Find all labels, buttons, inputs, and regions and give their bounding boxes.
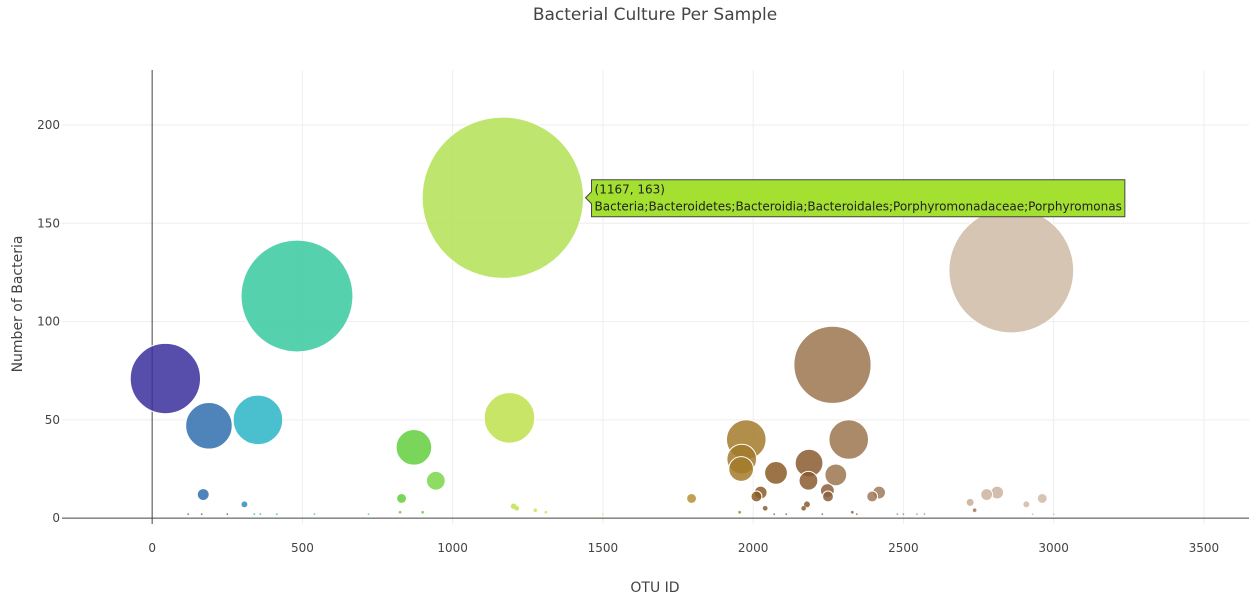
bubble[interactable] bbox=[129, 342, 202, 415]
x-tick-label: 2500 bbox=[888, 541, 919, 555]
bubble[interactable] bbox=[313, 513, 316, 516]
axes bbox=[62, 70, 1249, 524]
bubble[interactable] bbox=[425, 470, 446, 491]
y-tick-label: 150 bbox=[37, 216, 60, 230]
bubble[interactable] bbox=[793, 325, 872, 404]
bubbles bbox=[129, 116, 1075, 516]
bubble[interactable] bbox=[923, 513, 926, 516]
bubble[interactable] bbox=[398, 510, 402, 514]
bubble[interactable] bbox=[396, 493, 408, 504]
x-tick-label: 3500 bbox=[1189, 541, 1220, 555]
bubble[interactable] bbox=[822, 490, 834, 503]
bubble[interactable] bbox=[1036, 493, 1048, 504]
bubble[interactable] bbox=[1022, 500, 1031, 509]
bubble[interactable] bbox=[1052, 513, 1055, 516]
x-tick-label: 0 bbox=[148, 541, 156, 555]
y-tick-label: 100 bbox=[37, 315, 60, 329]
x-tick-label: 500 bbox=[291, 541, 314, 555]
bubble[interactable] bbox=[821, 513, 824, 516]
hover-tooltip: (1167, 163) Bacteria;Bacteroidetes;Bacte… bbox=[584, 179, 1126, 218]
hover-point-label: (1167, 163) bbox=[595, 183, 665, 197]
hover-box bbox=[584, 179, 1126, 218]
gridlines bbox=[62, 70, 1249, 524]
x-tick-label: 2000 bbox=[738, 541, 769, 555]
bubble[interactable] bbox=[421, 116, 585, 279]
bubble[interactable] bbox=[259, 513, 262, 516]
x-tick-label: 1500 bbox=[588, 541, 619, 555]
bubble[interactable] bbox=[762, 505, 768, 511]
bubble[interactable] bbox=[420, 510, 425, 514]
bubble[interactable] bbox=[728, 456, 755, 482]
bubble[interactable] bbox=[253, 513, 256, 516]
bubble[interactable] bbox=[972, 508, 977, 513]
bubble[interactable] bbox=[226, 513, 229, 516]
bubble[interactable] bbox=[1031, 513, 1034, 516]
bubble[interactable] bbox=[395, 429, 433, 466]
x-tick-label: 3000 bbox=[1038, 541, 1069, 555]
bubble[interactable] bbox=[798, 470, 819, 491]
bubble[interactable] bbox=[601, 513, 605, 516]
bubble[interactable] bbox=[802, 500, 811, 509]
bubble[interactable] bbox=[750, 490, 763, 503]
bubble[interactable] bbox=[980, 488, 994, 501]
bubble[interactable] bbox=[196, 488, 210, 501]
bubble[interactable] bbox=[200, 513, 203, 516]
bubble[interactable] bbox=[232, 394, 284, 446]
bubble[interactable] bbox=[902, 513, 905, 516]
bubble[interactable] bbox=[514, 505, 520, 511]
tick-labels: 0 500 1000 1500 2000 2500 3000 3500 0 50 100 150 200 bbox=[37, 118, 1219, 555]
bubble[interactable] bbox=[240, 500, 249, 509]
y-axis-title: Number of Bacteria bbox=[10, 236, 26, 373]
bubble[interactable] bbox=[773, 513, 776, 516]
chart-title: Bacterial Culture Per Sample bbox=[533, 5, 777, 25]
bubble[interactable] bbox=[738, 510, 742, 514]
bubble[interactable] bbox=[533, 508, 538, 513]
bubble[interactable] bbox=[275, 513, 279, 516]
y-tick-label: 50 bbox=[45, 413, 60, 427]
bubble[interactable] bbox=[185, 401, 233, 450]
bubble[interactable] bbox=[785, 513, 788, 516]
bubble[interactable] bbox=[240, 239, 354, 353]
bubble[interactable] bbox=[544, 510, 548, 514]
bubble[interactable] bbox=[367, 513, 370, 516]
bubble[interactable] bbox=[187, 513, 190, 516]
x-tick-label: 1000 bbox=[437, 541, 468, 555]
bubble[interactable] bbox=[965, 497, 975, 507]
x-axis-title: OTU ID bbox=[630, 580, 679, 596]
bubble[interactable] bbox=[824, 463, 848, 487]
bubble[interactable] bbox=[801, 505, 807, 511]
y-tick-label: 200 bbox=[37, 118, 60, 132]
bubble[interactable] bbox=[828, 419, 870, 460]
bubble[interactable] bbox=[686, 493, 698, 504]
bubble[interactable] bbox=[855, 513, 858, 516]
bubble[interactable] bbox=[896, 513, 899, 516]
bubble[interactable] bbox=[866, 490, 879, 503]
bubble[interactable] bbox=[915, 513, 919, 516]
bubble[interactable] bbox=[948, 207, 1075, 334]
bubble[interactable] bbox=[483, 392, 536, 444]
bubble[interactable] bbox=[764, 461, 788, 485]
bubble[interactable] bbox=[850, 510, 854, 514]
y-tick-label: 0 bbox=[52, 511, 60, 525]
hover-taxonomy-label: Bacteria;Bacteroidetes;Bacteroidia;Bacte… bbox=[595, 200, 1122, 214]
